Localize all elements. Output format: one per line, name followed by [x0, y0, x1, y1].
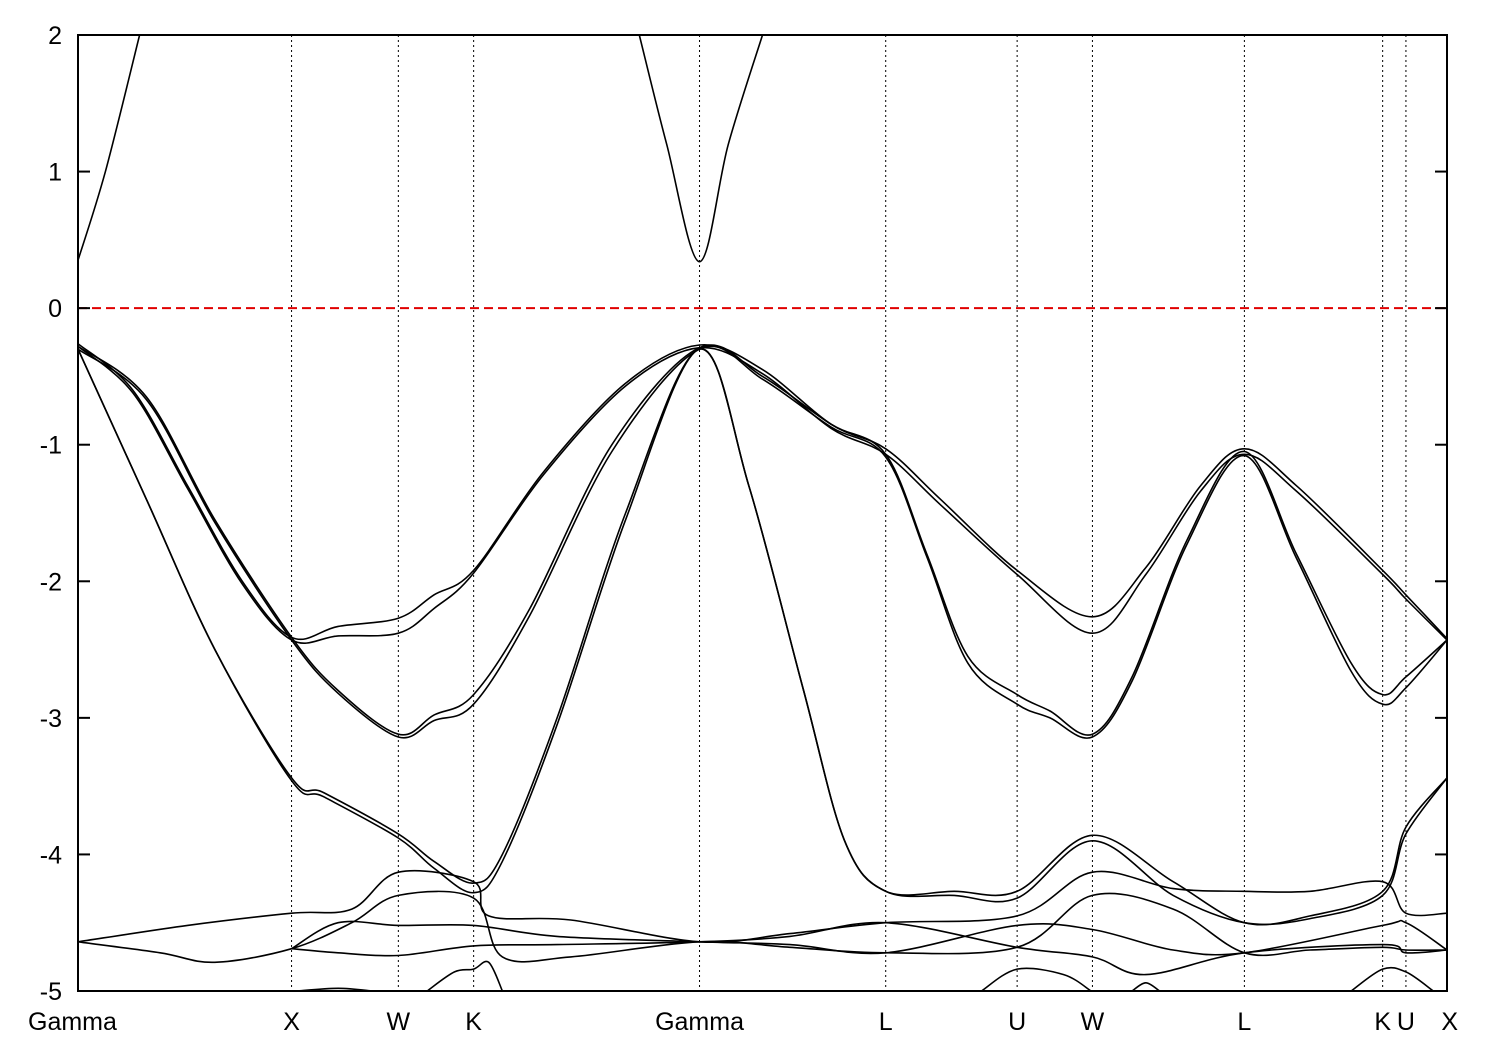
band-line	[78, 869, 1447, 944]
y-tick-label: 1	[48, 159, 62, 187]
y-tick-label: 0	[48, 295, 62, 323]
y-tick-label: -3	[40, 705, 62, 733]
x-tick-label: L	[1237, 1008, 1251, 1036]
band-line	[78, 890, 1447, 964]
x-tick-label: L	[879, 1008, 893, 1036]
band-line	[78, 344, 1447, 736]
band-line	[638, 35, 764, 263]
band-line	[426, 960, 504, 991]
band-line	[78, 345, 1447, 739]
x-tick-label: X	[283, 1008, 300, 1036]
y-tick-label: -1	[40, 432, 62, 460]
y-tick-label: -4	[40, 841, 62, 869]
band-line	[1131, 981, 1160, 991]
y-tick-label: -5	[40, 978, 62, 1006]
x-tick-label: W	[1081, 1008, 1105, 1036]
x-tick-label: U	[1008, 1008, 1026, 1036]
x-tick-label: Gamma	[655, 1008, 744, 1036]
axis-ticks	[78, 34, 1447, 992]
band-lines	[78, 35, 1447, 991]
band-line	[291, 919, 1447, 956]
x-tick-label: K	[465, 1008, 482, 1036]
band-line	[1350, 966, 1434, 991]
band-line	[78, 343, 1447, 640]
x-tick-label: X	[1441, 1008, 1458, 1036]
band-line	[78, 348, 1447, 926]
band-line	[78, 345, 1447, 644]
band-line	[78, 35, 141, 261]
x-tick-label: W	[387, 1008, 411, 1036]
plot-frame	[77, 34, 1448, 992]
x-tick-label: K	[1374, 1008, 1391, 1036]
x-tick-label: Gamma	[28, 1008, 117, 1036]
band-line	[981, 967, 1092, 991]
y-tick-label: 2	[48, 22, 62, 50]
x-tick-label: U	[1397, 1008, 1415, 1036]
band-line	[291, 921, 1447, 976]
y-tick-label: -2	[40, 568, 62, 596]
band-line	[78, 348, 1447, 926]
kpoint-gridlines	[291, 35, 1407, 991]
